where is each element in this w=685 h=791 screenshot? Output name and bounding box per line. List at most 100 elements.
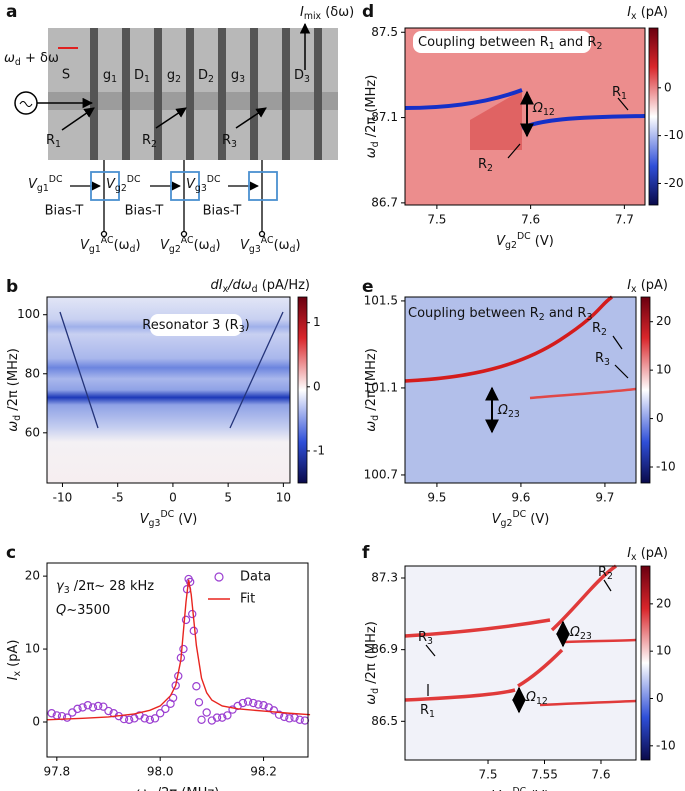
text-part: ω <box>364 147 379 158</box>
text-part: d <box>15 57 21 68</box>
data-point <box>295 715 304 725</box>
data-point <box>145 715 155 725</box>
text-part: g3 <box>195 183 207 194</box>
heatmap-image <box>404 28 646 205</box>
colorbar-tick-label: -1 <box>313 443 325 457</box>
text-part: R <box>595 351 604 366</box>
data-point <box>212 713 222 722</box>
data-point <box>73 704 82 714</box>
resonator-arrows <box>61 107 267 131</box>
text-part: 3 <box>239 74 245 85</box>
x-tick-label: 0 <box>169 491 177 505</box>
x-tick-label: -5 <box>112 491 124 505</box>
legend-label: Data <box>240 570 271 585</box>
text-part: g2 <box>115 183 127 194</box>
text-part: V <box>140 512 150 527</box>
colorbar-tick-label: 0 <box>656 691 664 705</box>
text-part: 3 <box>64 585 70 596</box>
panel: 20 10 0 -10 Ix (pA) 9.5 9.6 9.7 100.7 101.1 101.5 V… <box>362 277 676 529</box>
colorbar-tick-label: -20 <box>664 176 684 190</box>
plot-frame <box>46 296 291 484</box>
ac-gate-label: Vg3AC(ωd) <box>240 235 301 255</box>
text-part: 1 <box>144 74 150 85</box>
x-tick-label: 9.6 <box>511 491 530 505</box>
text-part: 3 <box>586 312 592 323</box>
text-part: d <box>370 141 381 147</box>
plot-frame <box>46 562 309 758</box>
y-tick-label: 87.3 <box>371 571 398 585</box>
heatmap-image <box>404 295 637 483</box>
data-point <box>269 706 279 715</box>
x-tick-label: 5 <box>224 491 232 505</box>
x-tick-label: 97.8 <box>43 765 70 779</box>
text-part: V <box>492 789 502 791</box>
text-part: ω <box>136 786 147 791</box>
panel-label: e <box>362 277 374 297</box>
text-part: 1 <box>621 91 627 102</box>
text-part: (pA) <box>6 640 21 671</box>
text-part: /2π (MHz) <box>6 348 21 415</box>
text-part: 2 <box>175 74 181 85</box>
data-point <box>168 693 178 703</box>
text-part: + δω <box>21 51 59 66</box>
text-part: 2 <box>601 327 607 338</box>
colorbar-tick-label: 20 <box>656 596 671 610</box>
colorbar-tick-label: -10 <box>656 460 676 474</box>
gate-stripes <box>90 28 322 160</box>
y-tick-label: 87.1 <box>371 110 398 124</box>
x-tick-label: 7.5 <box>478 768 497 782</box>
colorbar-tick-label: -10 <box>656 738 676 752</box>
annotation: Ω12 <box>525 690 548 707</box>
text-part: 3 <box>239 324 245 335</box>
text-part: 3 <box>304 74 310 85</box>
text-part: D <box>134 68 144 83</box>
text-part: ω <box>4 51 15 66</box>
text-part: /2π (MHz) <box>153 786 220 791</box>
text-part: 12 <box>543 107 555 118</box>
plot-frame <box>404 27 646 206</box>
ac-gate-label: Vg1AC(ωd) <box>80 235 141 255</box>
text-part: D <box>198 68 208 83</box>
text-part: I <box>627 5 631 20</box>
dc-gate-label: Vg2DC <box>106 174 141 194</box>
text-part: 2 <box>151 139 157 150</box>
text-part: g3 <box>149 518 161 529</box>
resonator-label: R3 <box>222 133 237 150</box>
data-point <box>150 714 160 723</box>
text-part: V <box>492 512 502 527</box>
panel: 0 -10 -20 Ix (pA) 7.5 7.6 7.7 86.7 87.1 87.5 Vg2DC… <box>362 2 684 251</box>
text-part: R <box>46 133 55 148</box>
text-part: (V) <box>174 512 197 527</box>
text-part: ω <box>364 694 379 705</box>
electrode-label: D2 <box>198 68 214 85</box>
text-part: I <box>627 278 631 293</box>
text-part: x <box>631 552 637 563</box>
panel: 20 10 0 -10 Ix (pA) 7.5 7.55 7.6 86.5 86.9 87.3 Vg2… <box>362 543 676 791</box>
text-part: /dω <box>227 278 252 293</box>
y-tick-label: 101.5 <box>364 293 398 307</box>
data-point <box>179 644 188 654</box>
text-part: Coupling between R <box>418 35 549 50</box>
data-point <box>202 708 211 717</box>
text-part: 1 <box>55 139 61 150</box>
colorbar-tick-label: 0 <box>656 411 664 425</box>
data-point <box>188 609 197 619</box>
panel-label: f <box>362 543 370 563</box>
text-part: DC <box>512 786 526 791</box>
text-part: (V) <box>526 789 549 791</box>
text-part: D <box>294 68 304 83</box>
panel-label: c <box>6 543 16 563</box>
data-point <box>93 701 103 711</box>
y-tick-label: 0 <box>32 714 40 728</box>
text-part: (ω <box>194 238 210 253</box>
data-point <box>140 714 149 723</box>
colorbar-tick-label: 0 <box>664 80 672 94</box>
data-point <box>223 711 232 720</box>
text-part: 12 <box>536 696 548 707</box>
text-part: ) <box>135 238 140 253</box>
text-part: I <box>627 546 631 561</box>
text-part: d <box>12 415 23 421</box>
colorbar <box>648 27 659 206</box>
bias-tee-box <box>90 171 278 201</box>
colorbar-tick-label: 1 <box>313 315 321 329</box>
